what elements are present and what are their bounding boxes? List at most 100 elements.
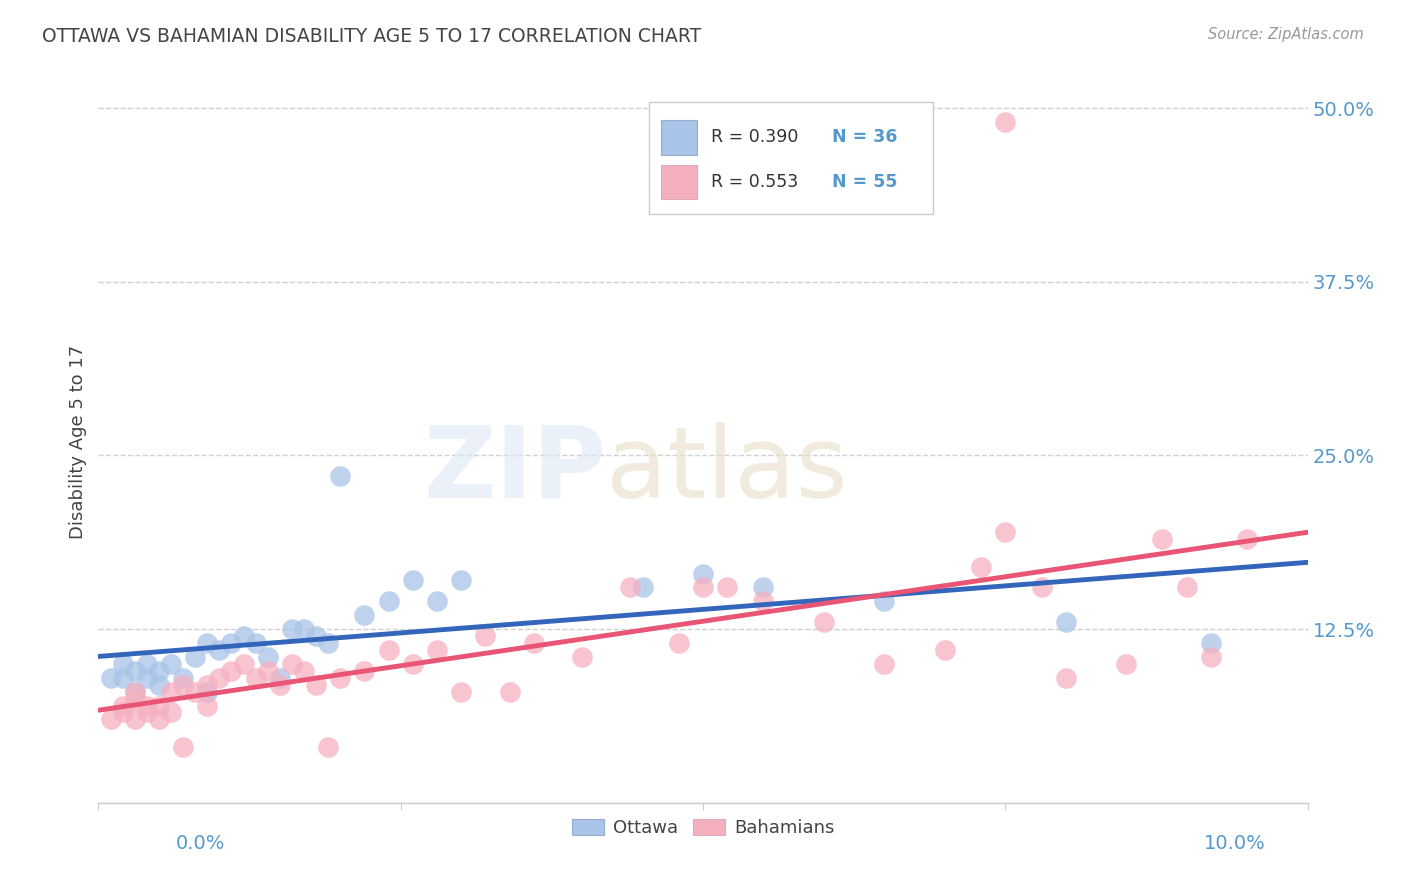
Point	[135, 657, 157, 671]
Point	[172, 740, 194, 755]
Point	[377, 594, 399, 608]
Point	[692, 566, 714, 581]
Point	[292, 664, 315, 678]
Point	[934, 643, 956, 657]
Point	[208, 671, 231, 685]
Point	[305, 629, 328, 643]
Point	[269, 678, 291, 692]
Point	[1175, 581, 1198, 595]
Point	[221, 664, 243, 678]
Point	[269, 671, 291, 685]
Point	[450, 684, 472, 698]
Point	[111, 657, 134, 671]
Point	[221, 636, 243, 650]
Text: Source: ZipAtlas.com: Source: ZipAtlas.com	[1208, 27, 1364, 42]
Point	[232, 629, 254, 643]
Point	[135, 671, 157, 685]
Point	[148, 713, 170, 727]
Point	[111, 698, 134, 713]
Text: N = 36: N = 36	[832, 128, 898, 146]
Text: OTTAWA VS BAHAMIAN DISABILITY AGE 5 TO 17 CORRELATION CHART: OTTAWA VS BAHAMIAN DISABILITY AGE 5 TO 1…	[42, 27, 702, 45]
Text: R = 0.390: R = 0.390	[711, 128, 799, 146]
Point	[329, 469, 352, 483]
Point	[1054, 615, 1077, 630]
Point	[256, 664, 278, 678]
Point	[148, 698, 170, 713]
Y-axis label: Disability Age 5 to 17: Disability Age 5 to 17	[69, 344, 87, 539]
Point	[426, 643, 449, 657]
Point	[1199, 636, 1222, 650]
Point	[353, 608, 375, 623]
Point	[631, 581, 654, 595]
Text: R = 0.553: R = 0.553	[711, 173, 799, 191]
Point	[571, 649, 593, 664]
Point	[873, 657, 896, 671]
Point	[873, 594, 896, 608]
Point	[329, 671, 352, 685]
Point	[292, 622, 315, 636]
Point	[668, 636, 690, 650]
Point	[426, 594, 449, 608]
Point	[316, 636, 339, 650]
Point	[195, 698, 218, 713]
FancyBboxPatch shape	[661, 120, 697, 154]
Text: N = 55: N = 55	[832, 173, 898, 191]
FancyBboxPatch shape	[661, 165, 697, 200]
Point	[124, 713, 146, 727]
FancyBboxPatch shape	[648, 102, 932, 214]
Point	[316, 740, 339, 755]
Point	[752, 581, 775, 595]
Text: ZIP: ZIP	[423, 422, 606, 519]
Point	[813, 615, 835, 630]
Point	[184, 649, 207, 664]
Point	[124, 664, 146, 678]
Point	[994, 524, 1017, 539]
Point	[716, 581, 738, 595]
Point	[281, 657, 304, 671]
Point	[245, 671, 267, 685]
Text: atlas: atlas	[606, 422, 848, 519]
Point	[498, 684, 520, 698]
Point	[160, 657, 183, 671]
Point	[195, 636, 218, 650]
Point	[148, 678, 170, 692]
Point	[100, 671, 122, 685]
Point	[281, 622, 304, 636]
Point	[377, 643, 399, 657]
Point	[208, 643, 231, 657]
Point	[970, 559, 993, 574]
Point	[1031, 581, 1053, 595]
Text: 10.0%: 10.0%	[1204, 834, 1265, 853]
Point	[402, 574, 425, 588]
Point	[160, 706, 183, 720]
Point	[135, 698, 157, 713]
Point	[135, 706, 157, 720]
Point	[305, 678, 328, 692]
Point	[172, 671, 194, 685]
Point	[1115, 657, 1137, 671]
Point	[1054, 671, 1077, 685]
Point	[148, 664, 170, 678]
Point	[124, 684, 146, 698]
Point	[1199, 649, 1222, 664]
Point	[245, 636, 267, 650]
Point	[160, 684, 183, 698]
Point	[124, 691, 146, 706]
Point	[124, 684, 146, 698]
Point	[184, 684, 207, 698]
Point	[692, 581, 714, 595]
Point	[1152, 532, 1174, 546]
Point	[111, 671, 134, 685]
Point	[172, 678, 194, 692]
Point	[752, 594, 775, 608]
Text: 0.0%: 0.0%	[176, 834, 225, 853]
Point	[100, 713, 122, 727]
Point	[402, 657, 425, 671]
Point	[353, 664, 375, 678]
Point	[111, 706, 134, 720]
Point	[474, 629, 496, 643]
Point	[619, 581, 641, 595]
Point	[994, 115, 1017, 129]
Point	[256, 649, 278, 664]
Point	[232, 657, 254, 671]
